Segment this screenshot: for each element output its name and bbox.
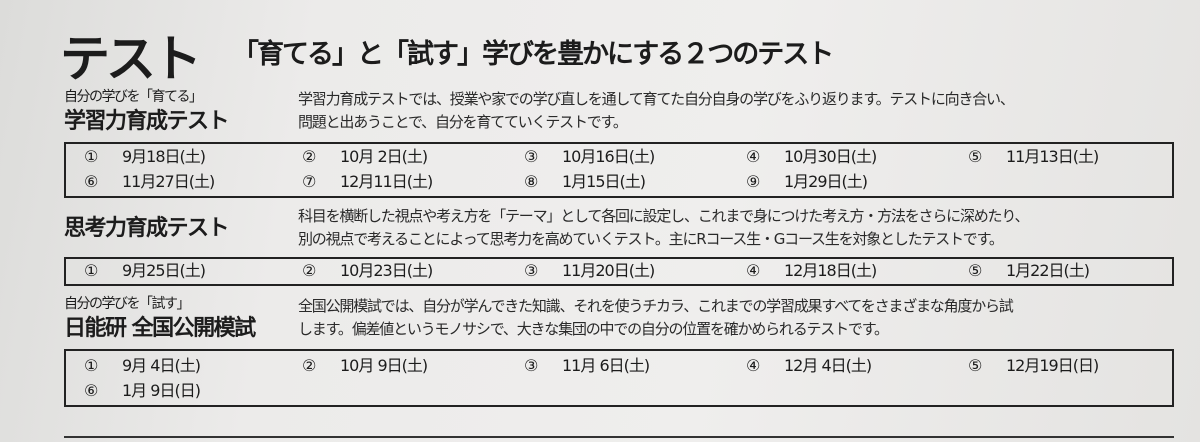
date-text: 12月18日(土) bbox=[784, 261, 877, 280]
date-text: 10月 9日(土) bbox=[340, 356, 428, 375]
date-text: 10月23日(土) bbox=[340, 261, 433, 280]
schedule-box: ① 9月25日(土) ② 10月23日(土) ③ 11月20日(土) ④ 12月18日(土) ⑤… bbox=[64, 257, 1174, 286]
description-line: 学習力育成テストでは、授業や家での学び直しを通して育てた自分自身の学びをふり返り… bbox=[298, 90, 1015, 108]
schedule-date: ⑦ 12月11日(土) bbox=[302, 172, 433, 192]
schedule-date: ⑤ 1月22日(土) bbox=[968, 261, 1090, 281]
date-text: 9月18日(土) bbox=[122, 147, 206, 166]
session-number: ④ bbox=[746, 356, 760, 375]
session-number: ③ bbox=[524, 261, 538, 280]
schedule-row: ① 9月25日(土) ② 10月23日(土) ③ 11月20日(土) ④ 12月18日(土) ⑤… bbox=[66, 259, 1172, 284]
schedule-date: ② 10月 2日(土) bbox=[302, 147, 428, 167]
session-number: ① bbox=[84, 261, 98, 280]
description-line: 問題と出あうことで、自分を育てていくテストです。 bbox=[298, 113, 628, 131]
description-line: します。偏差値というモノサシで、大きな集団の中での自分の位置を確かめられるテスト… bbox=[298, 320, 889, 338]
schedule-box: ① 9月 4日(土) ② 10月 9日(土) ③ 11月 6日(土) ④ 12月 4日(土) ⑤… bbox=[64, 349, 1174, 407]
session-number: ① bbox=[84, 356, 98, 375]
session-number: ② bbox=[302, 147, 316, 166]
schedule-row: ⑥ 1月 9日(日) bbox=[66, 379, 1172, 404]
date-text: 12月 4日(土) bbox=[784, 356, 872, 375]
section-title: 日能研 全国公開模試 bbox=[64, 316, 256, 341]
schedule-date: ① 9月 4日(土) bbox=[84, 356, 201, 376]
session-number: ⑤ bbox=[968, 261, 982, 280]
page-title: テスト bbox=[60, 30, 202, 88]
session-number: ⑥ bbox=[84, 172, 98, 191]
session-number: ② bbox=[302, 356, 316, 375]
date-text: 1月29日(土) bbox=[784, 172, 868, 191]
date-text: 1月 9日(日) bbox=[122, 381, 201, 400]
section-label: 自分の学びを「試す」 bbox=[64, 296, 191, 312]
section-description: 学習力育成テストでは、授業や家での学び直しを通して育てた自分自身の学びをふり返り… bbox=[298, 88, 1015, 134]
schedule-date: ⑧ 1月15日(土) bbox=[524, 172, 646, 192]
session-number: ② bbox=[302, 261, 316, 280]
divider bbox=[64, 436, 1174, 438]
schedule-date: ③ 11月20日(土) bbox=[524, 261, 655, 281]
schedule-date: ③ 11月 6日(土) bbox=[524, 356, 650, 376]
schedule-date: ⑥ 1月 9日(日) bbox=[84, 381, 201, 401]
schedule-box: ① 9月18日(土) ② 10月 2日(土) ③ 10月16日(土) ④ 10月30日(土) ⑤… bbox=[64, 142, 1174, 198]
session-number: ③ bbox=[524, 147, 538, 166]
session-number: ⑥ bbox=[84, 381, 98, 400]
description-line: 別の視点で考えることによって思考力を高めていくテスト。主にRコース生・Gコース生… bbox=[298, 230, 1004, 248]
schedule-date: ④ 12月18日(土) bbox=[746, 261, 877, 281]
date-text: 1月22日(土) bbox=[1006, 261, 1090, 280]
description-line: 全国公開模試では、自分が学んできた知識、それを使うチカラ、これまでの学習成果すべ… bbox=[298, 297, 1014, 315]
session-number: ④ bbox=[746, 261, 760, 280]
schedule-date: ④ 10月30日(土) bbox=[746, 147, 877, 167]
schedule-date: ⑥ 11月27日(土) bbox=[84, 172, 215, 192]
section-label: 自分の学びを「育てる」 bbox=[64, 89, 203, 105]
schedule-date: ① 9月18日(土) bbox=[84, 147, 206, 167]
date-text: 11月13日(土) bbox=[1006, 147, 1099, 166]
session-number: ① bbox=[84, 147, 98, 166]
schedule-date: ② 10月 9日(土) bbox=[302, 356, 428, 376]
session-number: ③ bbox=[524, 356, 538, 375]
session-number: ⑤ bbox=[968, 147, 982, 166]
date-text: 11月 6日(土) bbox=[562, 356, 650, 375]
date-text: 10月30日(土) bbox=[784, 147, 877, 166]
session-number: ④ bbox=[746, 147, 760, 166]
schedule-date: ⑨ 1月29日(土) bbox=[746, 172, 868, 192]
session-number: ⑤ bbox=[968, 356, 982, 375]
schedule-row: ① 9月 4日(土) ② 10月 9日(土) ③ 11月 6日(土) ④ 12月 4日(土) ⑤… bbox=[66, 354, 1172, 379]
date-text: 10月16日(土) bbox=[562, 147, 655, 166]
date-text: 10月 2日(土) bbox=[340, 147, 428, 166]
section-description: 全国公開模試では、自分が学んできた知識、それを使うチカラ、これまでの学習成果すべ… bbox=[298, 295, 1014, 341]
schedule-date: ④ 12月 4日(土) bbox=[746, 356, 872, 376]
date-text: 11月27日(土) bbox=[122, 172, 215, 191]
section-title: 思考力育成テスト bbox=[64, 216, 230, 241]
schedule-date: ① 9月25日(土) bbox=[84, 261, 206, 281]
date-text: 12月19日(日) bbox=[1006, 356, 1099, 375]
date-text: 1月15日(土) bbox=[562, 172, 646, 191]
date-text: 11月20日(土) bbox=[562, 261, 655, 280]
schedule-row: ① 9月18日(土) ② 10月 2日(土) ③ 10月16日(土) ④ 10月30日(土) ⑤… bbox=[66, 145, 1172, 170]
date-text: 12月11日(土) bbox=[340, 172, 433, 191]
schedule-date: ⑤ 12月19日(日) bbox=[968, 356, 1099, 376]
description-line: 科目を横断した視点や考え方を「テーマ」として各回に設定し、これまで身につけた考え… bbox=[298, 207, 1030, 225]
date-text: 9月 4日(土) bbox=[122, 356, 201, 375]
schedule-row: ⑥ 11月27日(土) ⑦ 12月11日(土) ⑧ 1月15日(土) ⑨ 1月29日(土) bbox=[66, 170, 1172, 195]
schedule-date: ② 10月23日(土) bbox=[302, 261, 433, 281]
page-subtitle: 「育てる」と「試す」学びを豊かにする２つのテスト bbox=[232, 39, 834, 70]
schedule-date: ③ 10月16日(土) bbox=[524, 147, 655, 167]
session-number: ⑨ bbox=[746, 172, 760, 191]
schedule-date: ⑤ 11月13日(土) bbox=[968, 147, 1099, 167]
section-description: 科目を横断した視点や考え方を「テーマ」として各回に設定し、これまで身につけた考え… bbox=[298, 205, 1030, 251]
session-number: ⑧ bbox=[524, 172, 538, 191]
session-number: ⑦ bbox=[302, 172, 316, 191]
section-title: 学習力育成テスト bbox=[64, 109, 230, 134]
date-text: 9月25日(土) bbox=[122, 261, 206, 280]
